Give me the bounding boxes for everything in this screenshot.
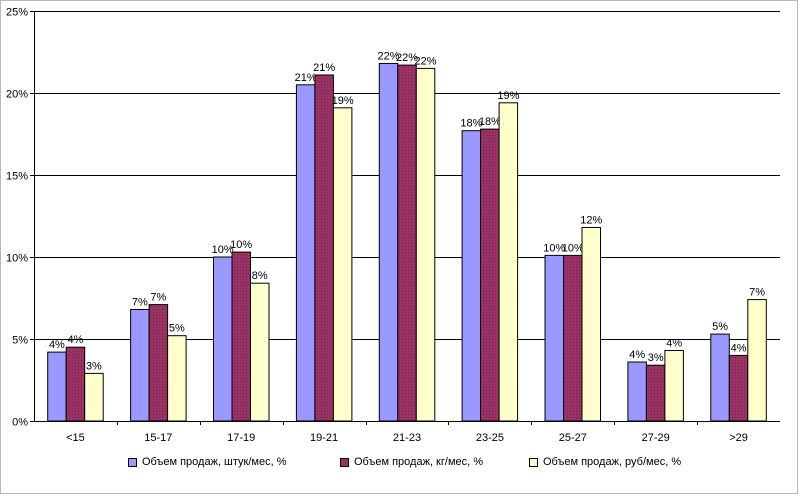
bar: [84, 372, 104, 422]
x-tick-label: 25-27: [559, 432, 587, 444]
bar: [747, 299, 767, 422]
data-label: 22%: [414, 55, 436, 67]
bar: [295, 84, 316, 422]
bar: [563, 254, 583, 422]
data-label: 18%: [460, 118, 482, 130]
bar: [250, 282, 270, 422]
x-tick-label: <15: [66, 432, 85, 444]
data-label: 10%: [543, 242, 565, 254]
bar: [461, 130, 482, 422]
bar: [148, 304, 169, 422]
bar: [645, 364, 666, 422]
data-label: 4%: [49, 339, 65, 351]
bar: [231, 251, 251, 422]
bar: [378, 63, 399, 422]
x-tick-label: 19-21: [310, 432, 338, 444]
data-label: 4%: [67, 334, 83, 346]
legend-label: Объем продаж, штук/мес, %: [142, 456, 287, 468]
bar: [332, 107, 353, 422]
data-label: 5%: [169, 323, 185, 335]
data-label: 10%: [562, 242, 584, 254]
data-label: 12%: [580, 215, 602, 227]
data-label: 4%: [666, 338, 682, 350]
y-tick-label: 25%: [6, 7, 28, 19]
x-tick-label: >29: [729, 432, 748, 444]
bar: [728, 354, 749, 422]
bar: [213, 256, 233, 422]
data-label: 4%: [629, 349, 645, 361]
legend-swatch: [340, 457, 349, 467]
data-label: 7%: [150, 292, 166, 304]
x-tick-label: 27-29: [642, 432, 670, 444]
bar: [544, 254, 564, 422]
y-tick-label: 15%: [6, 171, 28, 183]
data-label: 19%: [497, 90, 519, 102]
bar: [47, 351, 67, 422]
y-tick-label: 10%: [6, 253, 28, 265]
bar: [130, 309, 150, 422]
legend-swatch: [529, 457, 538, 467]
data-label: 7%: [749, 287, 765, 299]
bar: [167, 335, 187, 422]
bar: [710, 333, 730, 422]
bar: [397, 64, 417, 422]
legend-swatch: [128, 457, 137, 467]
data-label: 21%: [313, 62, 335, 74]
y-tick-label: 0%: [12, 417, 28, 429]
data-label: 8%: [252, 270, 268, 282]
legend-label: Объем продаж, кг/мес, %: [354, 456, 484, 468]
data-label: 4%: [731, 342, 747, 354]
data-label: 19%: [332, 95, 354, 107]
data-label: 3%: [86, 360, 102, 372]
legend-item: Объем продаж, штук/мес, %: [128, 456, 287, 468]
bar: [314, 74, 334, 422]
data-label: 10%: [212, 244, 234, 256]
data-label: 21%: [295, 72, 317, 84]
data-label: 5%: [712, 321, 728, 333]
legend-item: Объем продаж, руб/мес, %: [529, 456, 681, 468]
y-tick-label: 5%: [12, 335, 28, 347]
bar: [480, 128, 500, 422]
legend-item: Объем продаж, кг/мес, %: [340, 456, 483, 468]
y-tick-label: 20%: [6, 89, 28, 101]
data-label: 18%: [479, 116, 501, 128]
x-tick-label: 15-17: [144, 432, 172, 444]
data-label: 10%: [230, 239, 252, 251]
legend-label: Объем продаж, руб/мес, %: [543, 456, 682, 468]
bar: [498, 102, 519, 422]
bar: [627, 361, 647, 422]
data-label: 22%: [377, 51, 399, 63]
data-label: 3%: [648, 352, 664, 364]
data-label: 22%: [396, 52, 418, 64]
bar: [664, 350, 684, 422]
legend: Объем продаж, штук/мес, % Объем продаж, к…: [128, 456, 768, 472]
data-label: 7%: [132, 297, 148, 309]
x-tick-label: 17-19: [227, 432, 255, 444]
x-tick-label: 23-25: [476, 432, 504, 444]
x-tick-label: 21-23: [393, 432, 421, 444]
bar: [415, 67, 436, 422]
bar: [581, 227, 601, 422]
bar: [65, 346, 86, 422]
